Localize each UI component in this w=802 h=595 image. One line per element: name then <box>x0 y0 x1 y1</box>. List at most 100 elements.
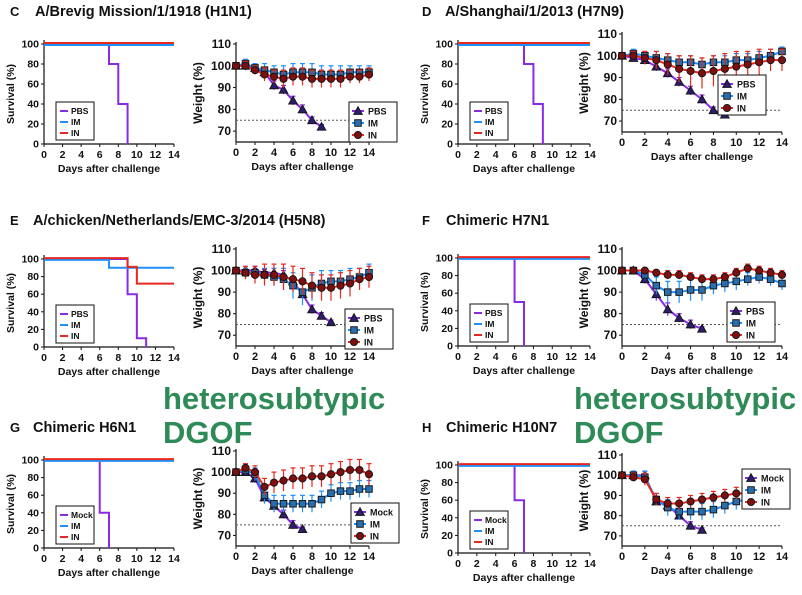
survival-x-tick-label: 4 <box>78 149 84 161</box>
weight-y-tick-label: 80 <box>218 507 232 521</box>
survival-x-tick-label: 6 <box>97 149 103 161</box>
weight-legend-marker <box>350 326 358 334</box>
survival-y-label: Survival (%) <box>5 474 17 534</box>
survival-x-tick-label: 8 <box>531 149 537 161</box>
survival-y-tick-label: 20 <box>27 525 39 537</box>
survival-y-tick-label: 60 <box>441 79 453 91</box>
weight-x-tick-label: 8 <box>309 147 315 159</box>
weight-y-tick-label: 110 <box>212 242 232 256</box>
weight-y-tick-label: 80 <box>604 509 618 523</box>
survival-y-tick-label: 20 <box>27 119 39 131</box>
weight-x-tick-label: 6 <box>688 551 694 563</box>
survival-x-tick-label: 0 <box>455 558 461 570</box>
weight-point <box>364 70 374 79</box>
survival-x-tick-label: 10 <box>131 352 143 364</box>
survival-y-tick-label: 0 <box>33 342 39 354</box>
survival-x-tick-label: 6 <box>512 558 518 570</box>
weight-x-tick-label: 0 <box>233 147 239 159</box>
weight-point <box>336 74 345 83</box>
survival-x-tick-label: 0 <box>41 149 47 161</box>
survival-y-label: Survival (%) <box>5 273 17 333</box>
weight-point <box>743 275 752 283</box>
weight-point <box>617 471 627 480</box>
weight-x-tick-label: 6 <box>688 351 694 363</box>
weight-legend-label: IN <box>368 131 377 141</box>
weight-x-tick-label: 4 <box>271 147 278 159</box>
weight-legend-label: IN <box>737 104 746 114</box>
weight-legend-marker <box>355 531 365 541</box>
weight-legend-marker <box>746 497 756 507</box>
survival-x-tick-label: 10 <box>546 149 558 161</box>
weight-legend-label: IM <box>761 486 771 496</box>
weight-y-tick-label: 110 <box>598 448 618 462</box>
survival-y-tick-label: 80 <box>27 472 39 484</box>
survival-x-tick-label: 12 <box>565 558 577 570</box>
weight-point <box>326 283 336 292</box>
weight-point <box>288 72 298 81</box>
weight-legend-marker <box>352 105 364 115</box>
weight-y-tick-label: 90 <box>604 488 618 502</box>
weight-y-tick-label: 90 <box>218 81 232 95</box>
watermark-left-line1: heterosubtypic <box>163 381 386 416</box>
weight-legend-label: IM <box>368 119 378 129</box>
weight-point <box>663 270 672 279</box>
weight-series-in <box>617 263 787 284</box>
weight-point <box>306 304 318 314</box>
survival-legend-label: Mock <box>485 515 507 525</box>
weight-point <box>629 266 638 275</box>
weight-series-in <box>231 60 374 88</box>
survival-y-tick-label: 100 <box>21 39 39 51</box>
survival-y-tick-label: 60 <box>27 490 39 502</box>
weight-point <box>241 268 250 277</box>
weight-y-tick-label: 100 <box>597 49 617 63</box>
weight-point <box>316 310 327 320</box>
weight-legend-label: PBS <box>368 107 387 117</box>
weight-y-tick-label: 70 <box>218 124 232 138</box>
weight-point <box>307 74 317 83</box>
survival-y-tick-label: 60 <box>441 495 453 507</box>
weight-x-tick-label: 6 <box>688 137 694 149</box>
weight-point <box>652 268 661 277</box>
weight-point <box>269 478 279 487</box>
weight-point <box>231 61 241 70</box>
survival-y-tick-label: 60 <box>27 289 39 301</box>
weight-legend-label: PBS <box>746 307 765 317</box>
survival-legend-label: PBS <box>485 308 503 318</box>
weight-point <box>708 104 719 115</box>
weight-y-tick-label: 90 <box>218 285 232 299</box>
weight-point <box>720 272 729 282</box>
survival-legend-label: IN <box>485 537 494 547</box>
weight-point <box>287 519 299 529</box>
survival-x-tick-label: 2 <box>60 352 66 364</box>
weight-x-tick-label: 4 <box>665 137 672 149</box>
panel-label: G <box>10 420 20 435</box>
survival-y-label: Survival (%) <box>5 64 17 124</box>
weight-y-label: Weight (%) <box>577 267 591 329</box>
weight-point <box>732 62 741 71</box>
weight-point <box>685 520 696 530</box>
weight-x-tick-label: 2 <box>642 351 648 363</box>
survival-x-tick-label: 12 <box>150 149 162 161</box>
weight-point <box>231 468 241 477</box>
survival-x-tick-label: 2 <box>60 149 66 161</box>
weight-point <box>355 465 364 475</box>
weight-point <box>732 489 741 498</box>
weight-point <box>325 317 337 327</box>
weight-plot: 70 80 90 100 110 0 2 4 6 8 10 12 14 Weight (%) Days af… <box>191 37 398 173</box>
watermark-right-line1: heterosubtypic <box>574 381 797 416</box>
weight-plot: 70 80 90 100 110 0 2 4 6 8 10 12 14 Weight (%) Days af… <box>191 242 394 377</box>
weight-point <box>298 277 307 286</box>
weight-point <box>364 272 374 282</box>
weight-point <box>336 281 345 290</box>
weight-point <box>364 470 374 479</box>
weight-x-tick-label: 10 <box>325 351 337 363</box>
weight-y-tick-label: 110 <box>598 242 618 256</box>
survival-x-tick-label: 4 <box>493 149 499 161</box>
panel-c: C A/Brevig Mission/1/1918 (H1N1)020406080… <box>5 4 398 175</box>
weight-point <box>345 465 355 475</box>
survival-x-tick-label: 10 <box>546 558 558 570</box>
